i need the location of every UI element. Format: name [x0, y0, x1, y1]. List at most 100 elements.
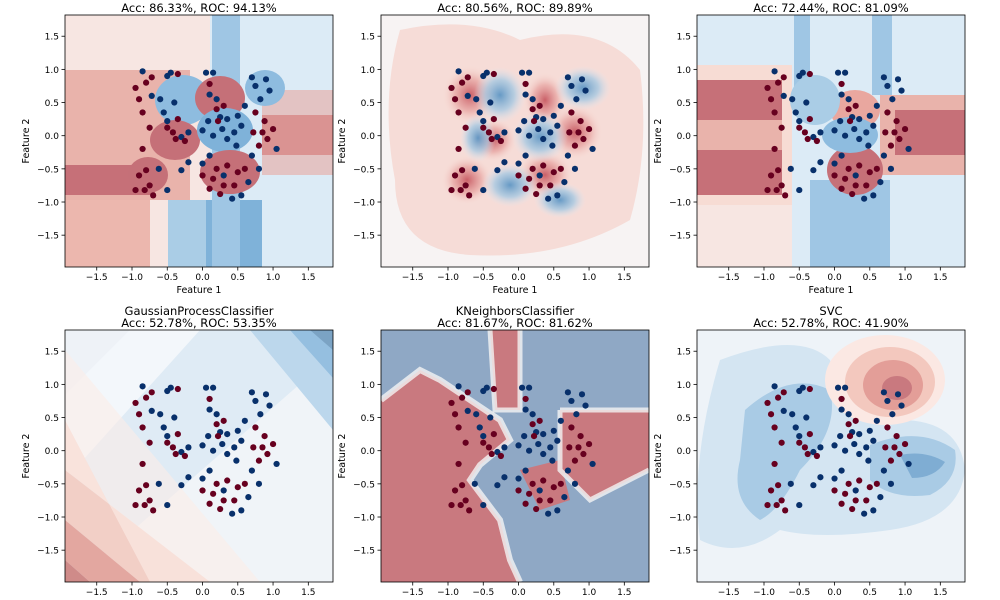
point-class-1	[891, 444, 898, 451]
y-tick-label: 1.0	[361, 66, 376, 76]
point-class-1	[778, 497, 785, 504]
point-class-1	[139, 145, 146, 153]
point-class-1	[536, 102, 543, 109]
point-class-0	[233, 142, 240, 149]
point-class-0	[834, 69, 842, 76]
point-class-0	[799, 69, 806, 76]
point-class-1	[882, 444, 889, 451]
x-tick-label: 1.5	[301, 273, 315, 283]
point-class-0	[834, 384, 842, 391]
point-class-0	[494, 133, 501, 141]
point-class-1	[856, 162, 863, 169]
point-class-0	[480, 433, 487, 440]
point-class-0	[851, 440, 858, 448]
point-class-1	[767, 487, 775, 494]
point-class-1	[846, 433, 854, 440]
point-class-1	[269, 125, 277, 133]
point-class-1	[457, 186, 464, 194]
x-tick-label: −1.0	[753, 588, 775, 598]
point-class-1	[132, 186, 139, 194]
axes-layer: Acc: 86.33%, ROC: 94.13% −1.5 −1.0 −0.5 0.0 0…	[21, 1, 966, 598]
point-class-1	[568, 109, 575, 116]
y-axis-label: Feature 2	[653, 119, 664, 164]
x-tick-label: 0.0	[511, 588, 526, 598]
point-class-1	[143, 79, 150, 86]
point-class-0	[861, 510, 868, 517]
point-class-1	[522, 80, 529, 88]
point-class-0	[535, 125, 542, 133]
point-class-0	[870, 437, 877, 444]
decision-surface-6	[697, 330, 965, 582]
point-class-0	[842, 132, 849, 139]
point-class-1	[529, 106, 536, 113]
point-class-1	[181, 452, 188, 460]
point-class-0	[540, 116, 547, 123]
point-class-1	[585, 440, 593, 448]
point-class-1	[261, 118, 268, 125]
point-class-1	[533, 190, 540, 198]
x-tick-label: −1.0	[753, 273, 775, 283]
point-class-1	[488, 135, 495, 143]
point-class-1	[455, 424, 462, 431]
point-class-0	[905, 145, 912, 153]
plot-frame	[380, 329, 650, 583]
point-class-1	[217, 190, 224, 198]
point-class-0	[164, 118, 171, 125]
point-class-0	[880, 152, 887, 159]
point-class-1	[806, 431, 813, 438]
x-tick-label: 1.0	[898, 588, 913, 598]
decision-surface-2	[381, 15, 649, 267]
point-class-0	[564, 389, 571, 396]
point-class-0	[880, 467, 887, 474]
point-class-1	[893, 433, 900, 440]
plot-title: SVC	[819, 304, 842, 318]
point-class-0	[536, 487, 543, 494]
plot-subtitle: Acc: 52.78%, ROC: 41.90%	[753, 316, 909, 330]
point-class-1	[575, 444, 582, 451]
plot-title: KNeighborsClassifier	[456, 304, 575, 318]
x-tick-label: 1.5	[933, 273, 947, 283]
point-class-1	[174, 70, 181, 78]
point-class-0	[873, 417, 880, 424]
point-class-1	[462, 497, 469, 504]
point-class-0	[557, 102, 564, 109]
point-class-1	[580, 135, 587, 143]
point-class-1	[577, 118, 584, 125]
point-class-1	[782, 192, 789, 199]
y-tick-label: −1.5	[353, 547, 375, 557]
point-class-0	[252, 397, 259, 405]
point-class-1	[164, 124, 171, 131]
point-class-1	[224, 477, 231, 484]
point-class-1	[220, 497, 227, 504]
point-class-0	[224, 431, 231, 438]
point-class-0	[464, 407, 471, 415]
y-axis-label: Feature 2	[653, 434, 664, 479]
point-class-0	[578, 76, 586, 83]
point-class-0	[831, 160, 838, 167]
scatter-points-4	[132, 383, 280, 517]
point-class-1	[213, 480, 220, 487]
point-class-1	[515, 487, 522, 494]
point-class-1	[901, 125, 909, 133]
point-class-1	[838, 185, 845, 192]
point-class-1	[206, 500, 213, 507]
point-class-1	[522, 395, 529, 403]
panel-3	[697, 15, 965, 267]
point-class-1	[164, 439, 171, 446]
axes-1: Acc: 86.33%, ROC: 94.13% −1.5 −1.0 −0.5 0.0 0…	[21, 1, 334, 296]
point-class-0	[248, 389, 255, 396]
point-class-1	[764, 399, 771, 407]
point-class-0	[842, 384, 849, 391]
x-tick-label: −0.5	[788, 588, 810, 598]
point-class-0	[157, 411, 164, 418]
point-class-1	[132, 501, 139, 509]
y-tick-label: 0.0	[45, 447, 60, 457]
point-class-1	[882, 129, 889, 136]
y-tick-label: 1.0	[45, 381, 60, 391]
point-class-0	[178, 133, 185, 141]
point-class-1	[771, 460, 778, 468]
point-class-1	[571, 142, 579, 149]
point-class-0	[522, 467, 529, 474]
